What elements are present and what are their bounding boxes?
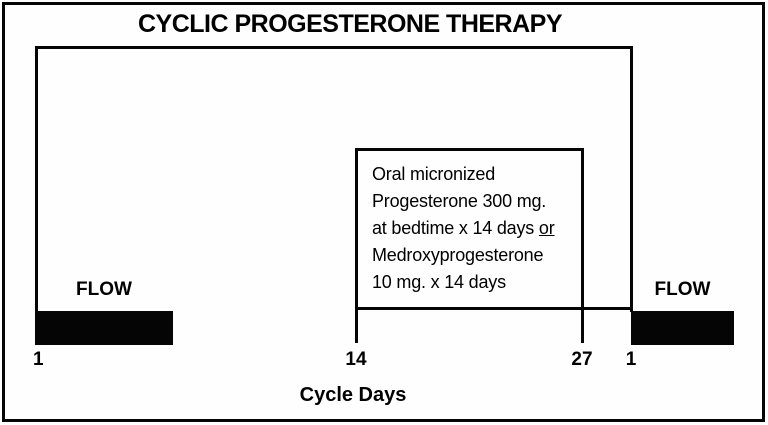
cycle-bracket-top-line bbox=[35, 46, 633, 49]
tick-label-day1-right: 1 bbox=[625, 349, 637, 370]
axis-label-cycle-days: Cycle Days bbox=[299, 384, 407, 406]
flow-bar-left bbox=[35, 311, 173, 345]
tick-label-day1-left: 1 bbox=[33, 349, 44, 370]
tick-label-day14: 14 bbox=[345, 349, 367, 370]
tick-day-27 bbox=[581, 309, 584, 343]
treatment-box: Oral micronized Progesterone 300 mg. at … bbox=[355, 148, 584, 310]
cycle-bracket-left-line bbox=[35, 46, 38, 312]
flow-label-right: FLOW bbox=[654, 279, 711, 300]
treatment-text-line: Oral micronized bbox=[372, 164, 496, 184]
treatment-text-line: at bedtime x 14 days or bbox=[372, 218, 555, 238]
diagram-title: CYCLIC PROGESTERONE THERAPY bbox=[137, 10, 563, 38]
treatment-text-line: Progesterone 300 mg. bbox=[372, 191, 547, 211]
treatment-text-line: Medroxyprogesterone bbox=[372, 245, 544, 265]
treatment-text-line: 10 mg. x 14 days bbox=[372, 272, 506, 292]
cycle-bracket-right-line bbox=[630, 46, 633, 312]
tick-label-day27: 27 bbox=[571, 349, 593, 370]
underlined-or: or bbox=[538, 218, 555, 238]
flow-label-left: FLOW bbox=[76, 279, 132, 300]
flow-bar-right bbox=[631, 311, 734, 345]
treatment-box-baseline-extension bbox=[582, 307, 633, 310]
tick-day-14 bbox=[355, 309, 358, 343]
